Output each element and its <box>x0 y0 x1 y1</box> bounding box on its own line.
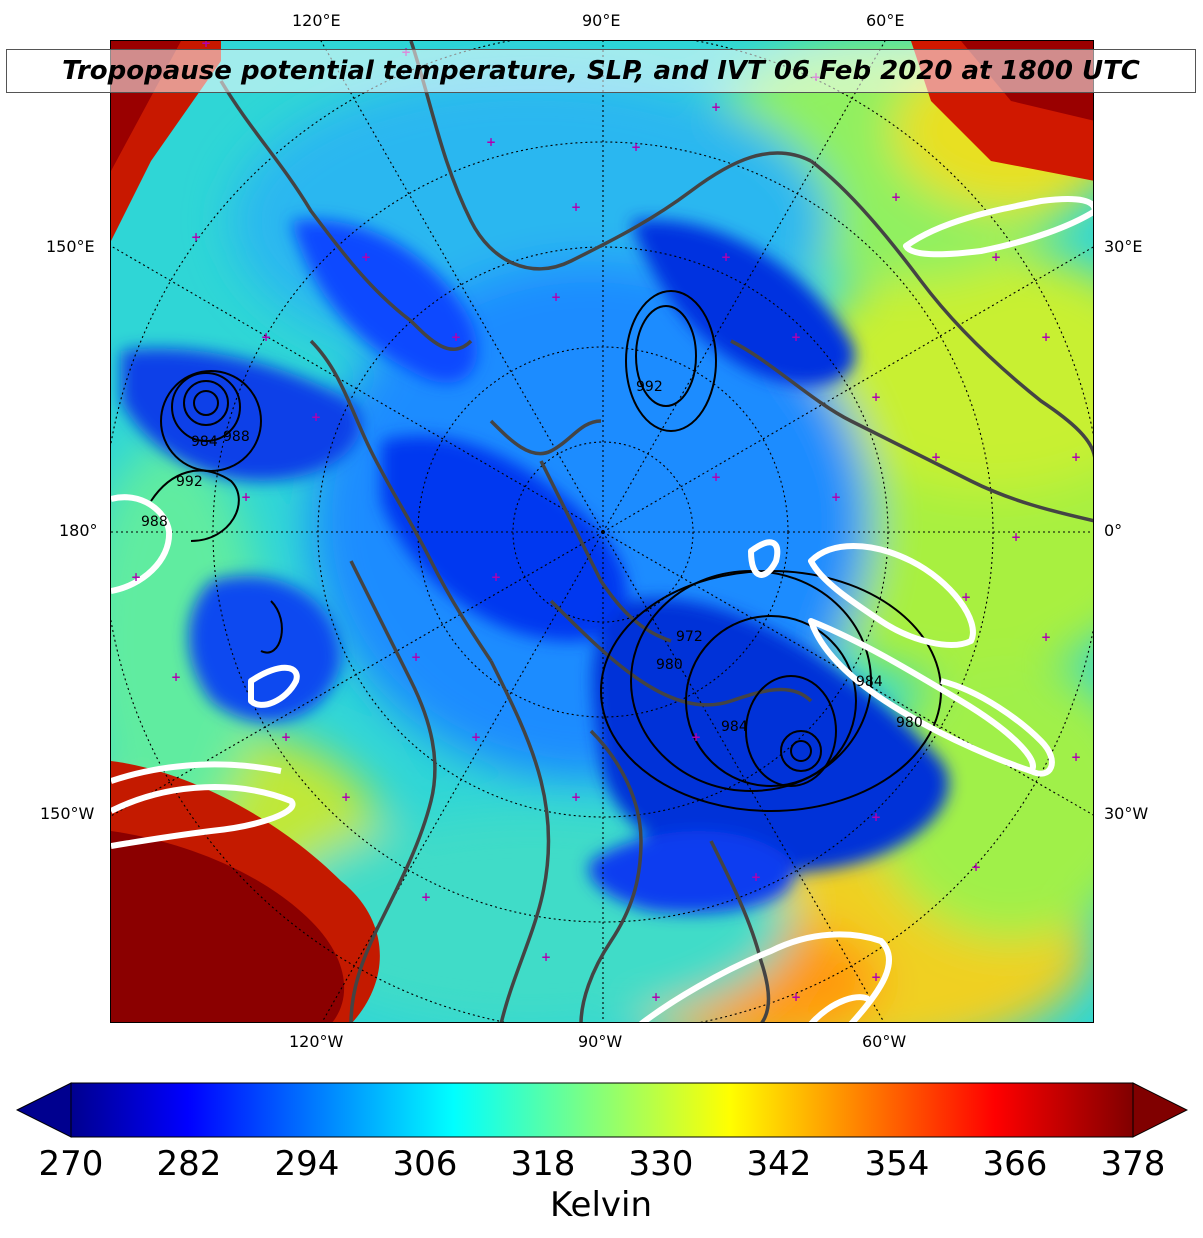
colorbar-tick-label: 282 <box>156 1144 222 1184</box>
colorbar-tick-label: 294 <box>274 1144 340 1184</box>
colorbar-tick-label: 366 <box>982 1144 1048 1184</box>
svg-text:+: + <box>1011 530 1021 544</box>
svg-text:+: + <box>171 670 181 684</box>
colorbar-tick-label: 318 <box>510 1144 576 1184</box>
svg-text:+: + <box>471 730 481 744</box>
svg-text:+: + <box>871 390 881 404</box>
svg-text:+: + <box>991 250 1001 264</box>
lon-label-left-150e: 150°E <box>46 237 95 256</box>
svg-text:+: + <box>711 470 721 484</box>
svg-text:+: + <box>871 810 881 824</box>
slp-label: 992 <box>176 474 203 490</box>
svg-text:+: + <box>201 41 211 50</box>
svg-text:+: + <box>411 650 421 664</box>
svg-text:+: + <box>571 200 581 214</box>
svg-text:+: + <box>791 990 801 1004</box>
slp-label: 980 <box>896 715 923 731</box>
svg-text:+: + <box>1071 750 1081 764</box>
ivt-contour-west <box>111 494 173 594</box>
colorbar <box>16 1082 1188 1138</box>
svg-text:+: + <box>971 860 981 874</box>
slp-label: 972 <box>676 629 703 645</box>
lon-label-top-60e: 60°E <box>866 11 905 30</box>
slp-label: 988 <box>141 514 168 530</box>
slp-label: 984 <box>191 434 218 450</box>
lon-label-right-30e: 30°E <box>1104 237 1143 256</box>
lon-label-bottom-60w: 60°W <box>862 1032 907 1051</box>
slp-labels: 984 988 992 988 972 980 984 984 980 992 <box>141 379 923 735</box>
svg-text:+: + <box>791 330 801 344</box>
svg-text:+: + <box>191 230 201 244</box>
lon-label-right-0: 0° <box>1104 521 1123 540</box>
svg-text:+: + <box>691 730 701 744</box>
svg-text:+: + <box>871 970 881 984</box>
svg-text:+: + <box>1041 330 1051 344</box>
svg-text:+: + <box>131 570 141 584</box>
svg-text:+: + <box>361 250 371 264</box>
slp-label: 984 <box>856 674 883 690</box>
svg-text:+: + <box>721 250 731 264</box>
svg-text:+: + <box>651 990 661 1004</box>
station-markers: ++ + ++ + + ++ + ++ + ++ + ++ + ++ + ++ + ++ + ++ … <box>131 41 1081 1004</box>
lon-label-right-30w: 30°W <box>1104 804 1149 823</box>
colorbar-tick-label: 378 <box>1100 1144 1166 1184</box>
svg-text:+: + <box>451 330 461 344</box>
svg-text:+: + <box>341 790 351 804</box>
svg-text:+: + <box>486 135 496 149</box>
svg-text:+: + <box>631 140 641 154</box>
svg-text:+: + <box>931 450 941 464</box>
lon-label-top-90e: 90°E <box>582 11 621 30</box>
svg-text:+: + <box>491 570 501 584</box>
map-frame: + + + + + + + + + + + + + + + + + + + + + + + + + + + + + + … <box>110 40 1094 1023</box>
colorbar-gradient <box>70 1082 1134 1138</box>
svg-text:+: + <box>1071 450 1081 464</box>
svg-text:+: + <box>281 730 291 744</box>
lon-label-bottom-120w: 120°W <box>289 1032 344 1051</box>
svg-text:+: + <box>261 330 271 344</box>
svg-text:+: + <box>831 490 841 504</box>
svg-text:+: + <box>711 100 721 114</box>
colorbar-tick-label: 306 <box>392 1144 458 1184</box>
colorbar-extend-min <box>16 1082 72 1138</box>
colorbar-tick-label: 270 <box>38 1144 104 1184</box>
slp-contours <box>150 290 942 812</box>
svg-text:+: + <box>541 950 551 964</box>
hot-core-sw <box>111 831 345 1022</box>
graticule <box>111 41 1093 1022</box>
map-title-box: Tropopause potential temperature, SLP, a… <box>6 49 1196 93</box>
lon-label-bottom-90w: 90°W <box>578 1032 623 1051</box>
slp-label: 988 <box>223 429 250 445</box>
map-title: Tropopause potential temperature, SLP, a… <box>62 56 1140 86</box>
map-canvas: ++ + ++ + + ++ + ++ + ++ + ++ + ++ + ++ + ++ + ++ … <box>111 41 1093 1022</box>
ivt-contours <box>111 196 1093 1022</box>
colorbar-extend-max <box>1132 1082 1188 1138</box>
svg-text:+: + <box>421 890 431 904</box>
svg-text:+: + <box>571 790 581 804</box>
svg-text:+: + <box>1041 630 1051 644</box>
colorbar-tick-label: 330 <box>628 1144 694 1184</box>
lon-label-top-120e: 120°E <box>292 11 341 30</box>
svg-text:+: + <box>241 490 251 504</box>
lon-label-left-150w: 150°W <box>40 804 95 823</box>
slp-label: 992 <box>636 379 663 395</box>
lon-label-left-180: 180° <box>59 521 98 540</box>
colorbar-tick-label: 342 <box>746 1144 812 1184</box>
svg-text:+: + <box>311 410 321 424</box>
colorbar-tick-label: 354 <box>864 1144 930 1184</box>
svg-text:+: + <box>751 870 761 884</box>
colorbar-units: Kelvin <box>549 1185 653 1225</box>
svg-text:+: + <box>961 590 971 604</box>
svg-text:+: + <box>891 190 901 204</box>
slp-label: 980 <box>656 657 683 673</box>
slp-label: 984 <box>721 719 748 735</box>
svg-text:+: + <box>551 290 561 304</box>
